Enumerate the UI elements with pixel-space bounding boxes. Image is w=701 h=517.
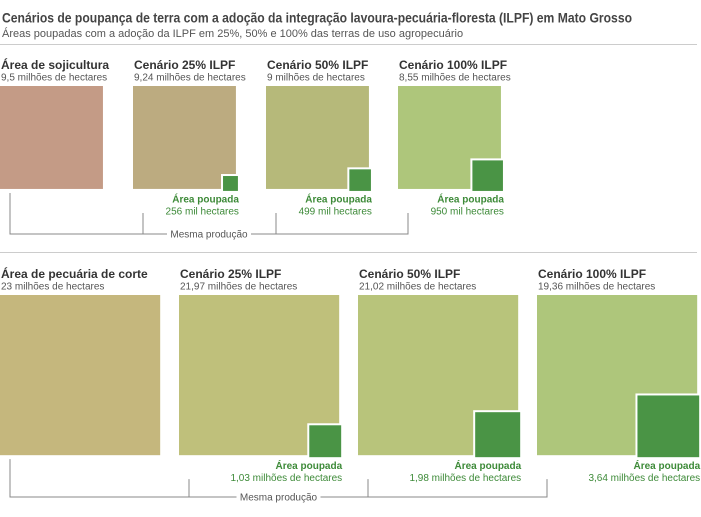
saved-title: Área poupada — [305, 193, 372, 206]
saved-label: 950 mil hectares — [431, 207, 504, 218]
subtitle: Áreas poupadas com a adoção da ILPF em 2… — [2, 27, 463, 40]
saved-square — [221, 174, 240, 193]
note-bg — [167, 228, 251, 240]
note: Mesma produção — [240, 493, 318, 504]
column-value: 9,5 milhões de hectares — [1, 73, 107, 84]
saved-label: 1,03 milhões de hectares — [230, 473, 342, 484]
column-value: 19,36 milhões de hectares — [538, 282, 655, 293]
column-value: 21,02 milhões de hectares — [359, 282, 476, 293]
column-value: 9 milhões de hectares — [267, 73, 365, 84]
area-square — [0, 86, 103, 189]
column-value: 21,97 milhões de hectares — [180, 282, 297, 293]
column-value: 23 milhões de hectares — [1, 282, 104, 293]
saved-label: 256 mil hectares — [166, 207, 239, 218]
column-title: Área de sojicultura — [1, 57, 109, 72]
saved-square — [347, 167, 373, 193]
note: Mesma produção — [170, 230, 248, 241]
column-title: Cenário 100% ILPF — [399, 58, 507, 72]
saved-square — [473, 410, 523, 460]
saved-square — [307, 423, 344, 460]
saved-title: Área poupada — [454, 459, 521, 472]
saved-label: 1,98 milhões de hectares — [409, 473, 521, 484]
column-value: 9,24 milhões de hectares — [134, 73, 246, 84]
saved-square — [635, 393, 701, 460]
column-value: 8,55 milhões de hectares — [399, 73, 511, 84]
saved-title: Área poupada — [172, 193, 239, 206]
column-title: Cenário 25% ILPF — [134, 58, 235, 72]
saved-title: Área poupada — [275, 459, 342, 472]
note-bg — [236, 491, 321, 503]
area-square — [0, 295, 161, 456]
column-title: Área de pecuária de corte — [1, 266, 148, 281]
column-title: Cenário 50% ILPF — [359, 267, 460, 281]
saved-title: Área poupada — [437, 193, 504, 206]
column-title: Cenário 100% ILPF — [538, 267, 646, 281]
column-title: Cenário 50% ILPF — [267, 58, 368, 72]
title: Cenários de poupança de terra com a adoç… — [2, 11, 632, 26]
area-square — [133, 86, 236, 189]
column-title: Cenário 25% ILPF — [180, 267, 281, 281]
saved-title: Área poupada — [633, 459, 700, 472]
saved-label: 499 mil hectares — [299, 207, 372, 218]
saved-label: 3,64 milhões de hectares — [588, 473, 700, 484]
saved-square — [470, 158, 505, 193]
